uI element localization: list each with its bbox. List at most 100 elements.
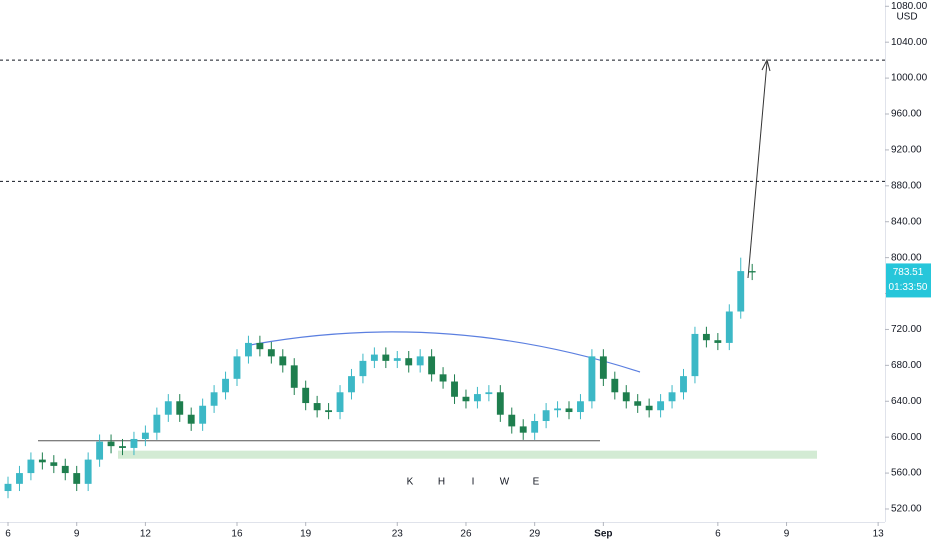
- candle: [714, 333, 722, 351]
- candle-body: [748, 271, 756, 273]
- candle: [599, 349, 607, 387]
- x-tick-label: 29: [529, 529, 541, 540]
- price-label-box: [886, 263, 931, 298]
- y-tick-label: 640.00: [891, 396, 922, 407]
- candle: [96, 434, 104, 467]
- candle: [38, 452, 46, 470]
- candle: [519, 419, 527, 440]
- candle-body: [130, 438, 138, 448]
- candle: [153, 407, 161, 440]
- x-tick-label: 19: [300, 529, 312, 540]
- candle: [370, 347, 378, 369]
- y-tick-label: 1080.00: [891, 1, 928, 12]
- candle: [267, 342, 275, 364]
- candle: [27, 452, 35, 481]
- candle-body: [267, 349, 275, 357]
- candle: [73, 465, 81, 492]
- candle-body: [199, 405, 207, 424]
- arrow: [747, 61, 768, 279]
- y-tick-label: 600.00: [891, 432, 922, 443]
- candle: [107, 434, 115, 454]
- candle-body: [462, 396, 470, 402]
- candle-body: [141, 432, 149, 439]
- candle: [680, 368, 687, 400]
- candle-body: [27, 459, 35, 474]
- candle-body: [84, 459, 92, 484]
- y-tick-label: 680.00: [891, 360, 922, 371]
- candle: [725, 304, 733, 351]
- candle: [657, 394, 665, 418]
- candle: [611, 371, 619, 400]
- candle: [84, 452, 92, 492]
- candle-body: [634, 401, 642, 406]
- pattern-letter: I: [472, 477, 475, 488]
- x-tick-label: 16: [231, 529, 243, 540]
- arrow-head: [761, 58, 771, 72]
- candle: [668, 385, 676, 409]
- candle-body: [588, 356, 596, 402]
- candle-body: [668, 392, 676, 402]
- candle: [382, 347, 390, 369]
- candle-body: [508, 414, 516, 427]
- candle: [485, 385, 493, 402]
- candle-body: [119, 446, 126, 448]
- candle: [16, 465, 23, 492]
- candle: [176, 394, 184, 422]
- candle-body: [302, 387, 310, 404]
- candle-body: [61, 465, 69, 474]
- candle: [554, 401, 561, 418]
- candle-body: [176, 401, 184, 415]
- candle-body: [599, 356, 607, 379]
- candle: [187, 407, 195, 431]
- candle: [473, 386, 481, 409]
- countdown: 01:33:50: [889, 282, 928, 293]
- y-tick-label: 720.00: [891, 324, 922, 335]
- pattern-letter: H: [438, 477, 445, 488]
- candle: [565, 401, 573, 420]
- candle-body: [657, 401, 665, 411]
- currency: USD: [896, 12, 917, 23]
- candle-body: [611, 378, 619, 393]
- candle: [130, 431, 138, 456]
- x-tick-label: 23: [392, 529, 404, 540]
- candle-body: [554, 408, 561, 411]
- candle: [313, 395, 321, 418]
- candle-body: [290, 365, 298, 388]
- candle: [634, 394, 642, 413]
- candle: [164, 394, 172, 422]
- candle: [622, 385, 630, 409]
- candle-body: [153, 414, 161, 433]
- candle: [61, 458, 69, 481]
- candle: [531, 413, 539, 440]
- pattern-letter: W: [500, 477, 510, 488]
- candle-body: [691, 333, 699, 377]
- y-tick-label: 1040.00: [891, 37, 928, 48]
- candle-body: [737, 271, 745, 312]
- candle-body: [542, 410, 550, 422]
- candle: [451, 374, 458, 404]
- candle: [462, 389, 470, 409]
- candle-body: [393, 358, 401, 361]
- candle-body: [210, 392, 218, 406]
- candle-body: [245, 342, 252, 357]
- candle: [233, 349, 241, 387]
- candle-body: [256, 342, 264, 350]
- candle-body: [4, 483, 12, 492]
- candle: [302, 380, 310, 411]
- candle: [245, 335, 252, 364]
- candle: [325, 403, 333, 420]
- candle: [393, 350, 401, 369]
- candle-body: [451, 381, 458, 397]
- candle-body: [485, 392, 493, 395]
- candle: [210, 385, 218, 413]
- candle: [4, 476, 12, 499]
- support-zone: [118, 450, 817, 459]
- candle-body: [38, 459, 46, 463]
- x-tick-label: 26: [460, 529, 472, 540]
- x-tick-label: 6: [715, 529, 721, 540]
- pattern-letter: E: [533, 477, 540, 488]
- candle: [702, 326, 710, 348]
- candle-body: [622, 392, 630, 402]
